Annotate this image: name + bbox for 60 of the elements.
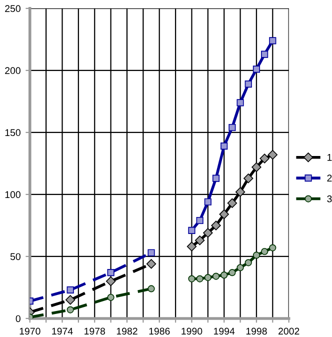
point [196, 275, 204, 282]
point [228, 269, 236, 276]
point [235, 187, 246, 197]
point [236, 99, 244, 106]
x-tick-label: 1978 [84, 328, 106, 335]
y-tick-label: 100 [5, 191, 20, 198]
point [194, 235, 205, 246]
point [188, 226, 196, 234]
y-tick-label: 50 [10, 253, 20, 260]
point [186, 242, 197, 252]
x-tick-label: 1998 [246, 328, 267, 335]
y-tick-label: 0 [16, 315, 20, 322]
point [203, 228, 213, 238]
x-tick-label: 1990 [182, 328, 202, 335]
legend-label: 3 [327, 195, 332, 202]
point [220, 142, 228, 150]
point [261, 248, 268, 256]
point [106, 276, 116, 286]
y-tick-label: 150 [5, 129, 20, 136]
x-tick-label: 1970 [20, 328, 40, 335]
point [66, 306, 74, 314]
y-tick-label: 200 [5, 67, 20, 74]
x-tick-label: 1982 [116, 328, 138, 335]
point [148, 285, 155, 292]
y-tick-label: 250 [5, 5, 20, 12]
point [196, 216, 204, 224]
point [236, 264, 244, 272]
point [146, 259, 156, 269]
point [212, 174, 220, 182]
point [66, 295, 76, 305]
point [244, 259, 252, 266]
x-tick-label: 1994 [214, 328, 235, 335]
point [244, 80, 252, 88]
point [268, 150, 278, 160]
point [204, 198, 212, 206]
point [228, 124, 236, 132]
point [211, 220, 221, 230]
point [244, 173, 254, 184]
point [107, 269, 114, 276]
point [252, 162, 262, 172]
legend-label: 1 [328, 154, 332, 161]
point [220, 272, 228, 279]
point [204, 274, 212, 282]
point [66, 286, 74, 294]
point [188, 275, 196, 282]
point [252, 252, 260, 259]
point [261, 50, 268, 58]
legend-label: 2 [327, 174, 332, 182]
x-tick-label: 2002 [278, 328, 300, 335]
point [107, 294, 114, 301]
x-tick-label: 1986 [149, 328, 170, 335]
point [269, 244, 276, 252]
point [227, 198, 238, 208]
point [252, 66, 260, 73]
point [212, 272, 220, 280]
point [148, 249, 155, 256]
point [219, 209, 229, 220]
x-tick-label: 1974 [52, 328, 73, 335]
point [260, 154, 270, 164]
point [269, 37, 276, 44]
